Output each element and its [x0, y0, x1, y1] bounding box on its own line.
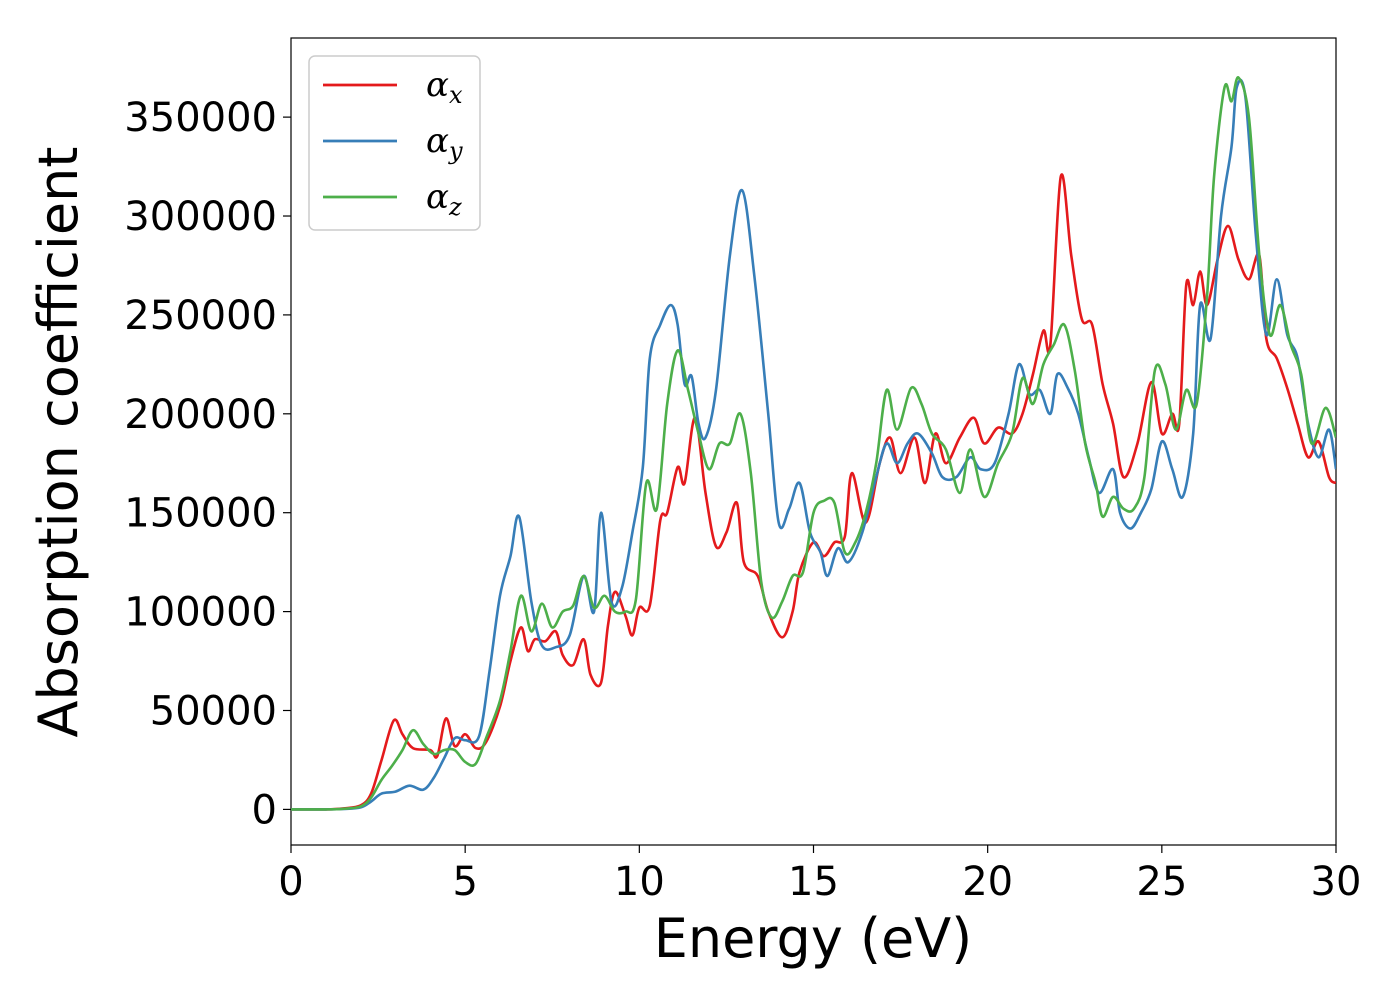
- x-tick-label: 5: [452, 859, 477, 905]
- y-tick-label: 100000: [124, 590, 277, 636]
- series-line-y: [291, 78, 1336, 811]
- legend-box: [308, 55, 481, 231]
- y-tick-label: 250000: [124, 293, 277, 339]
- y-axis-title: Absorption coefficient: [27, 147, 90, 738]
- series-line-z: [291, 76, 1336, 811]
- y-tick-label: 300000: [124, 194, 277, 240]
- x-tick-label: 20: [962, 859, 1013, 905]
- x-axis-title: Energy (eV): [654, 907, 973, 970]
- series-line-x: [291, 173, 1336, 811]
- y-tick-label: 150000: [124, 491, 277, 537]
- x-tick-label: 30: [1311, 859, 1362, 905]
- x-tick-label: 0: [278, 859, 303, 905]
- y-axis-ticks: 0 50000 100000 150000 200000 250000 300000 3500…: [124, 95, 291, 833]
- y-tick-label: 50000: [150, 689, 277, 735]
- y-tick-label: 350000: [124, 95, 277, 141]
- y-tick-label: 0: [252, 787, 277, 833]
- x-axis-ticks: 0 5 10 15 20 25 30: [278, 845, 1361, 905]
- y-tick-label: 200000: [124, 392, 277, 438]
- x-tick-label: 10: [614, 859, 665, 905]
- x-tick-label: 25: [1136, 859, 1187, 905]
- series-layer: [291, 76, 1336, 811]
- legend-label-y: αy: [426, 121, 463, 165]
- x-tick-label: 15: [788, 859, 839, 905]
